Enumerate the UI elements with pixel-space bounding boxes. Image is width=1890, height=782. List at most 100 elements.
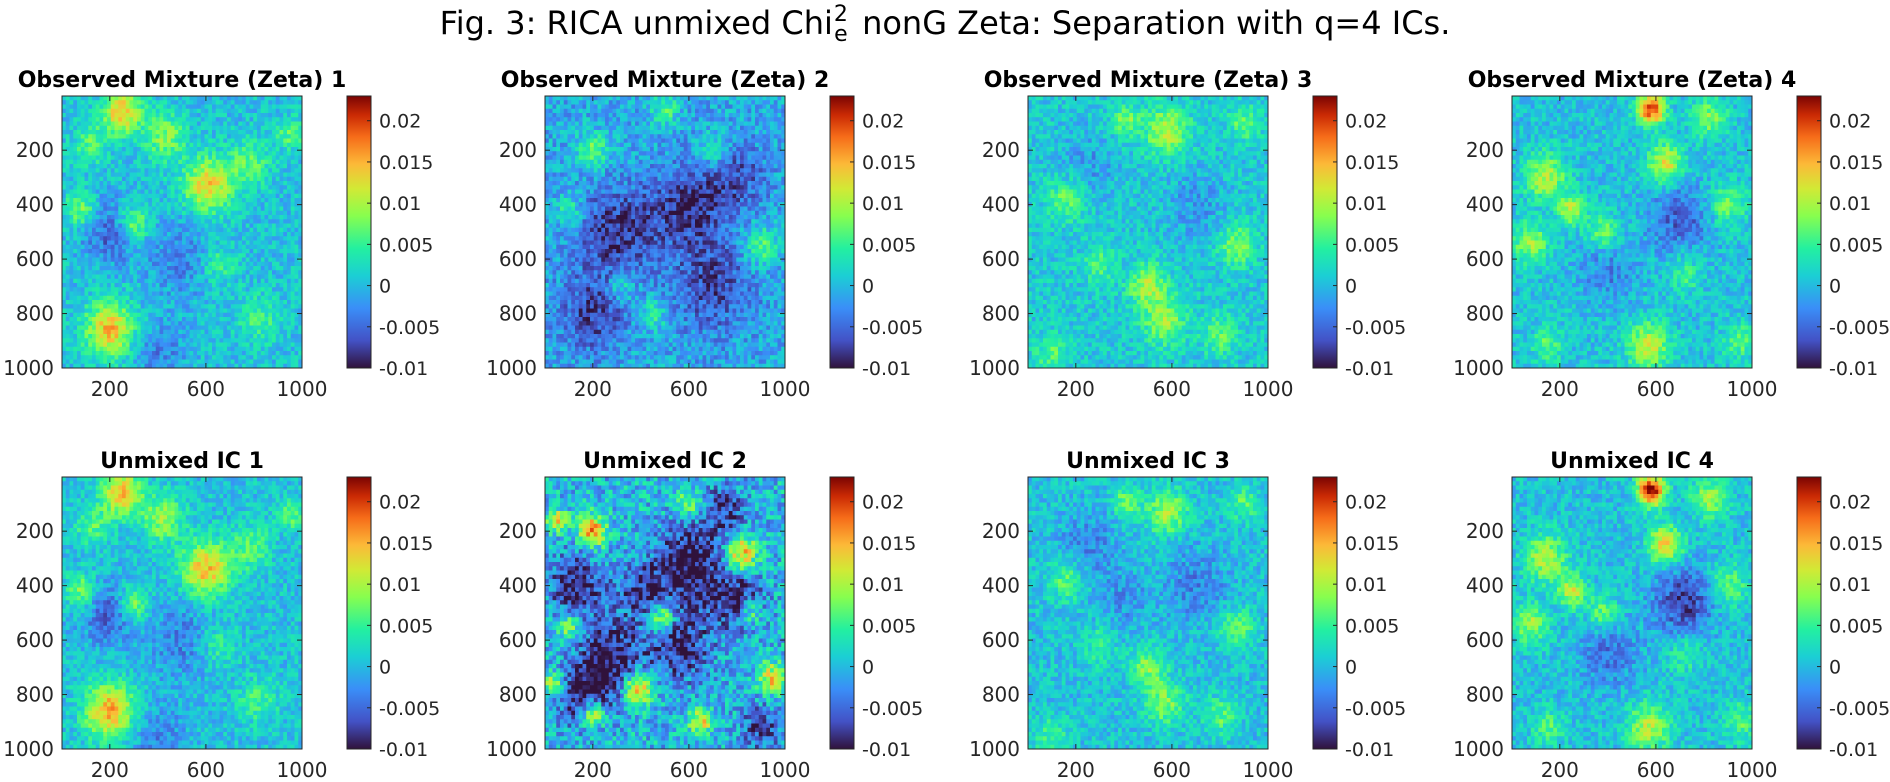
- heatmap-cell: [186, 117, 190, 122]
- heatmap-cell: [220, 275, 224, 280]
- heatmap-cell: [250, 177, 254, 182]
- heatmap-cell: [111, 100, 115, 105]
- heatmap-cell: [160, 202, 164, 207]
- heatmap-cell: [190, 279, 194, 284]
- heatmap-cell: [115, 181, 119, 186]
- heatmap-cell: [684, 122, 688, 127]
- heatmap-cell: [560, 96, 564, 101]
- heatmap-cell: [186, 156, 190, 161]
- heatmap-cell: [238, 228, 242, 233]
- heatmap-cell: [246, 156, 250, 161]
- heatmap-cell: [178, 360, 182, 365]
- heatmap-cell: [103, 292, 107, 297]
- heatmap-cell: [253, 258, 257, 263]
- heatmap-cell: [160, 313, 164, 318]
- heatmap-cell: [103, 117, 107, 122]
- heatmap-cell: [175, 258, 179, 263]
- heatmap-cell: [295, 253, 299, 258]
- heatmap-cell: [152, 215, 156, 220]
- heatmap-cell: [283, 279, 287, 284]
- heatmap-cell: [141, 300, 145, 305]
- heatmap-cell: [118, 262, 122, 267]
- heatmap-cell: [272, 207, 276, 212]
- heatmap-cell: [122, 130, 126, 135]
- heatmap-cell: [280, 296, 284, 301]
- heatmap-cell: [178, 211, 182, 216]
- heatmap-cell: [160, 215, 164, 220]
- heatmap-cell: [231, 283, 235, 288]
- heatmap-cell: [133, 228, 137, 233]
- heatmap-cell: [665, 113, 669, 118]
- heatmap-cell: [148, 360, 152, 365]
- heatmap-cell: [231, 151, 235, 156]
- heatmap-cell: [133, 100, 137, 105]
- heatmap-cell: [92, 300, 96, 305]
- heatmap-cell: [268, 317, 272, 322]
- heatmap-cell: [133, 355, 137, 360]
- heatmap-cell: [66, 126, 70, 131]
- heatmap-cell: [96, 105, 100, 110]
- heatmap-cell: [246, 304, 250, 309]
- heatmap-cell: [714, 113, 718, 118]
- heatmap-cell: [721, 96, 725, 101]
- heatmap-cell: [257, 117, 261, 122]
- heatmap-cell: [163, 215, 167, 220]
- heatmap-cell: [291, 326, 295, 331]
- heatmap-cell: [92, 164, 96, 169]
- heatmap-cell: [77, 224, 81, 229]
- heatmap-cell: [631, 122, 635, 127]
- heatmap-cell: [133, 190, 137, 195]
- heatmap-cell: [276, 96, 280, 101]
- heatmap-cell: [265, 147, 269, 152]
- heatmap-cell: [250, 215, 254, 220]
- heatmap-cell: [261, 317, 265, 322]
- heatmap-cell: [171, 275, 175, 280]
- heatmap-cell: [261, 326, 265, 331]
- heatmap-cell: [178, 283, 182, 288]
- heatmap-cell: [265, 351, 269, 356]
- heatmap-cell: [242, 198, 246, 203]
- heatmap-cell: [100, 347, 104, 352]
- heatmap-cell: [193, 275, 197, 280]
- heatmap-cell: [88, 160, 92, 165]
- heatmap-cell: [287, 266, 291, 271]
- heatmap-cell: [156, 313, 160, 318]
- heatmap-cell: [725, 122, 729, 127]
- heatmap-cell: [246, 147, 250, 152]
- heatmap-cell: [223, 236, 227, 241]
- heatmap-cell: [178, 164, 182, 169]
- heatmap-cell: [62, 347, 66, 352]
- heatmap-cell: [171, 326, 175, 331]
- heatmap-cell: [246, 122, 250, 127]
- heatmap-cell: [145, 160, 149, 165]
- heatmap-cell: [178, 147, 182, 152]
- y-tick-label: 400: [16, 193, 54, 217]
- heatmap-cell: [178, 304, 182, 309]
- heatmap-cell: [714, 126, 718, 131]
- heatmap-cell: [100, 211, 104, 216]
- heatmap-cell: [287, 232, 291, 237]
- heatmap-cell: [141, 224, 145, 229]
- heatmap-cell: [778, 130, 782, 135]
- heatmap-cell: [62, 109, 66, 114]
- heatmap-cell: [111, 258, 115, 263]
- heatmap-cell: [268, 283, 272, 288]
- heatmap-cell: [92, 117, 96, 122]
- heatmap-cell: [568, 113, 572, 118]
- heatmap-cell: [81, 287, 85, 292]
- heatmap-cell: [92, 228, 96, 233]
- heatmap-cell: [272, 360, 276, 365]
- heatmap-cell: [718, 139, 722, 144]
- heatmap-cell: [85, 343, 89, 348]
- heatmap-cell: [160, 96, 164, 101]
- heatmap-cell: [295, 168, 299, 173]
- heatmap-cell: [85, 249, 89, 254]
- heatmap-cell: [182, 245, 186, 250]
- heatmap-cell: [156, 262, 160, 267]
- heatmap-cell: [272, 253, 276, 258]
- heatmap-cell: [156, 177, 160, 182]
- heatmap-cell: [178, 326, 182, 331]
- heatmap-cell: [280, 156, 284, 161]
- heatmap-cell: [586, 113, 590, 118]
- heatmap-cell: [178, 258, 182, 263]
